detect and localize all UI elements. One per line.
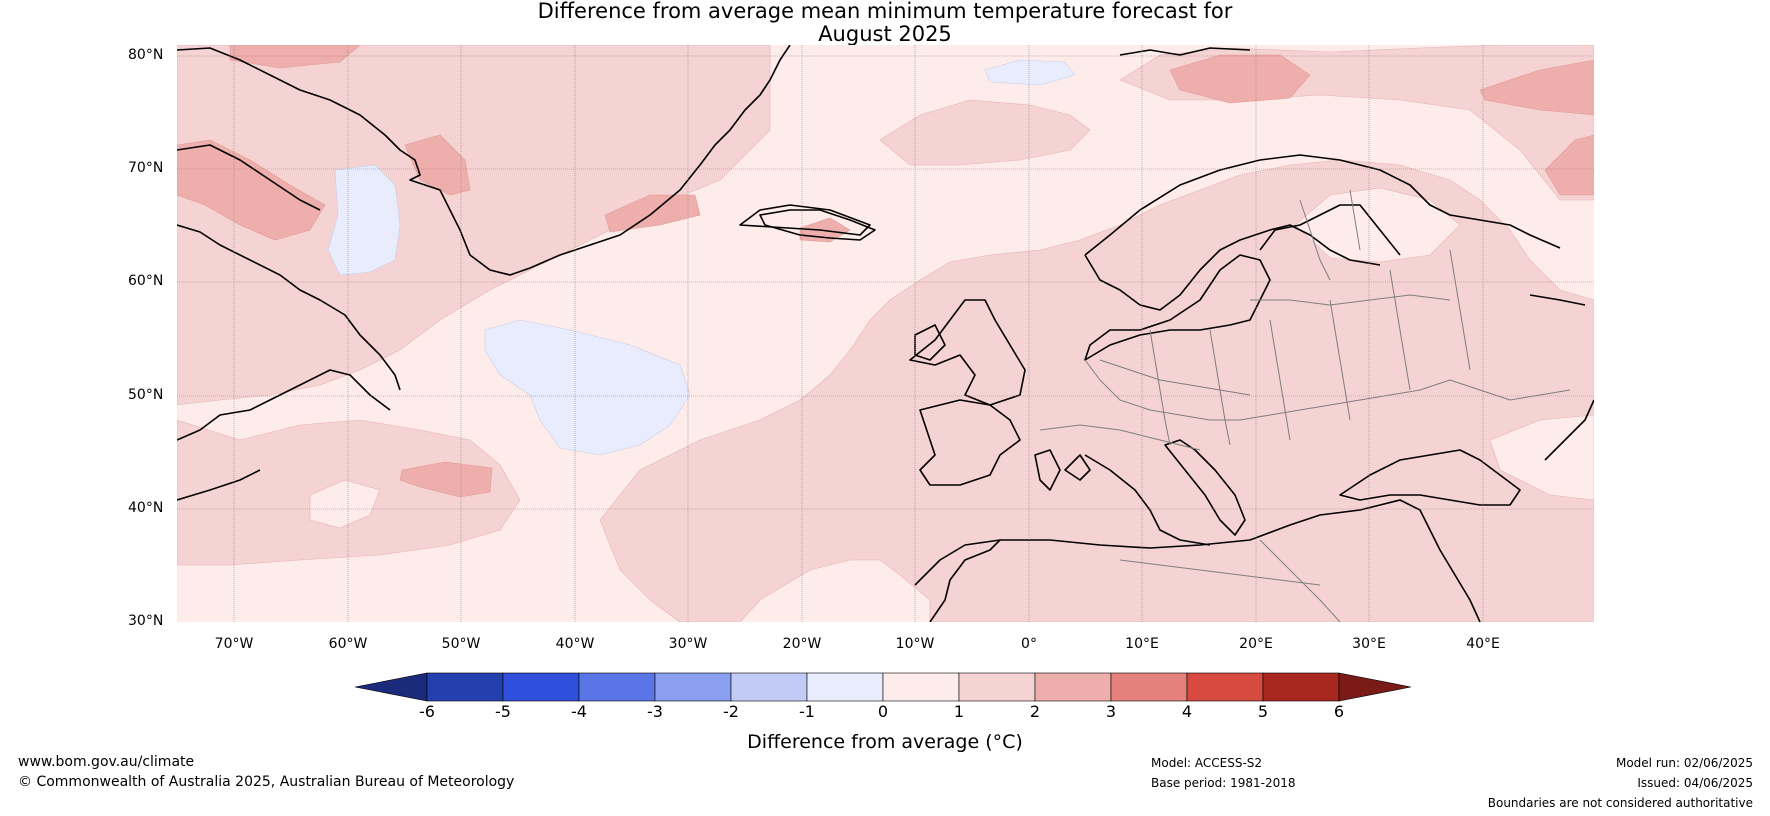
colorbar-tick-label: -5 <box>495 702 511 721</box>
colorbar-segment <box>1034 672 1112 702</box>
colorbar <box>354 672 1412 702</box>
colorbar-segment <box>806 672 884 702</box>
anomaly-field-2-3 <box>229 45 361 69</box>
lat-label-80n: 80°N <box>128 47 164 63</box>
model-text: Model: ACCESS-S2 <box>1151 756 1263 770</box>
colorbar-tick-label: 4 <box>1181 702 1193 721</box>
colorbar-tick-label: 0 <box>877 702 889 721</box>
lat-label-40n: 40°N <box>128 500 164 516</box>
anomaly-field-1-2 <box>177 45 771 406</box>
lat-label-50n: 50°N <box>128 387 164 403</box>
colorbar-tick-label: -3 <box>647 702 663 721</box>
colorbar-extend-low <box>354 672 428 702</box>
colorbar-segment <box>958 672 1036 702</box>
colorbar-tick-label: -4 <box>571 702 587 721</box>
colorbar-segment <box>882 672 960 702</box>
colorbar-segment <box>654 672 732 702</box>
map-area <box>177 45 1594 622</box>
anomaly-field-neg1-0 <box>327 164 401 276</box>
colorbar-tick-label: -2 <box>723 702 739 721</box>
anomaly-field-2-3 <box>1544 134 1594 196</box>
lon-label-30e: 30°E <box>1352 636 1386 652</box>
anomaly-field-0-1 <box>309 479 381 529</box>
title-line-2: August 2025 <box>818 22 952 46</box>
colorbar-tick-label: 2 <box>1029 702 1041 721</box>
colorbar-tick-label: -6 <box>419 702 435 721</box>
lat-label-30n: 30°N <box>128 613 164 629</box>
colorbar-segment <box>1262 672 1340 702</box>
lon-label-0: 0° <box>1021 636 1037 652</box>
lon-label-10w: 10°W <box>895 636 935 652</box>
colorbar-segment <box>502 672 580 702</box>
colorbar-tick-label: -1 <box>799 702 815 721</box>
colorbar-segment <box>730 672 808 702</box>
anomaly-field-2-3 <box>404 134 471 196</box>
base-period-text: Base period: 1981-2018 <box>1151 776 1296 790</box>
colorbar-extend-high <box>1338 672 1412 702</box>
coastlines <box>177 45 1594 622</box>
colorbar-segment <box>1186 672 1264 702</box>
lon-label-20e: 20°E <box>1239 636 1273 652</box>
lon-label-40e: 40°E <box>1466 636 1500 652</box>
title-line-1: Difference from average mean minimum tem… <box>537 0 1233 23</box>
anomaly-field-2-3 <box>399 461 493 498</box>
anomaly-field-neg1-0 <box>984 59 1076 86</box>
copyright-text: © Commonwealth of Australia 2025, Austra… <box>18 774 515 790</box>
lon-label-10e: 10°E <box>1125 636 1159 652</box>
colorbar-tick-label: 6 <box>1333 702 1345 721</box>
anomaly-field-neg1-0 <box>484 319 691 456</box>
colorbar-segment <box>426 672 504 702</box>
lat-label-70n: 70°N <box>128 160 164 176</box>
website-link[interactable]: www.bom.gov.au/climate <box>18 754 195 770</box>
lon-label-40w: 40°W <box>555 636 595 652</box>
colorbar-segment <box>578 672 656 702</box>
lon-label-60w: 60°W <box>328 636 368 652</box>
colorbar-segment <box>1110 672 1188 702</box>
lat-label-60n: 60°N <box>128 273 164 289</box>
disclaimer-text: Boundaries are not considered authoritat… <box>1487 796 1753 810</box>
colorbar-title: Difference from average (°C) <box>747 731 1023 753</box>
anomaly-field-2-3 <box>177 139 326 241</box>
anomaly-field-1-2 <box>879 99 1091 166</box>
anomaly-field-2-3 <box>1169 54 1311 104</box>
anomaly-field-1-2 <box>599 159 1594 622</box>
map-title: Difference from average mean minimum tem… <box>0 0 1770 46</box>
anomaly-field-2-3 <box>1479 59 1594 116</box>
colorbar-tick-label: 1 <box>953 702 965 721</box>
lon-label-30w: 30°W <box>668 636 708 652</box>
model-run-text: Model run: 02/06/2025 <box>1615 756 1753 770</box>
country-borders <box>1039 189 1571 622</box>
colorbar-tick-label: 5 <box>1257 702 1269 721</box>
graticule <box>177 45 1594 622</box>
colorbar-tick-label: 3 <box>1105 702 1117 721</box>
lon-label-20w: 20°W <box>782 636 822 652</box>
lon-label-50w: 50°W <box>441 636 481 652</box>
issued-text: Issued: 04/06/2025 <box>1637 776 1753 790</box>
lon-label-70w: 70°W <box>214 636 254 652</box>
